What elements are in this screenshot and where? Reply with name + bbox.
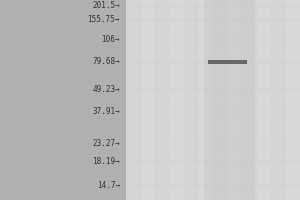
Bar bbox=[169, 0, 184, 200]
Bar bbox=[242, 0, 256, 200]
Bar bbox=[126, 0, 300, 200]
Bar bbox=[126, 0, 140, 200]
Text: 14.7→: 14.7→ bbox=[97, 182, 120, 190]
Bar bbox=[155, 0, 169, 200]
Bar bbox=[140, 0, 155, 200]
Bar bbox=[213, 0, 227, 200]
Bar bbox=[199, 0, 213, 200]
Bar bbox=[208, 60, 247, 64]
Text: 49.23→: 49.23→ bbox=[92, 85, 120, 94]
Bar bbox=[286, 0, 300, 200]
Text: 201.5→: 201.5→ bbox=[92, 1, 120, 10]
Text: 106→: 106→ bbox=[101, 36, 120, 45]
Text: 18.19→: 18.19→ bbox=[92, 158, 120, 166]
Text: 37.91→: 37.91→ bbox=[92, 108, 120, 116]
Text: 155.75→: 155.75→ bbox=[88, 16, 120, 24]
Bar bbox=[271, 0, 286, 200]
Text: 79.68→: 79.68→ bbox=[92, 58, 120, 66]
Bar bbox=[204, 0, 255, 200]
Text: 23.27→: 23.27→ bbox=[92, 140, 120, 148]
Bar bbox=[227, 0, 242, 200]
Bar bbox=[184, 0, 199, 200]
Bar bbox=[256, 0, 271, 200]
